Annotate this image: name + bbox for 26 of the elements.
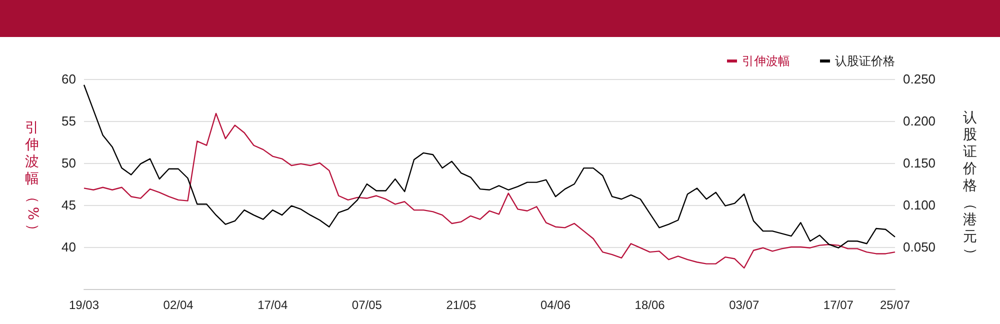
y2-tick-label: 0.150 — [903, 156, 936, 170]
x-tick-label: 21/05 — [446, 298, 477, 312]
x-tick-label: 04/06 — [540, 298, 571, 312]
legend-label: 引伸波幅 — [742, 54, 790, 68]
x-tick-label: 25/07 — [880, 298, 910, 312]
line-series — [83, 112, 896, 269]
y-tick-label: 55 — [62, 114, 76, 128]
y2-tick-label: 0.050 — [903, 240, 936, 254]
y-tick-label: 40 — [62, 240, 76, 254]
x-tick-label: 07/05 — [352, 298, 382, 312]
x-tick-label: 19/03 — [68, 298, 100, 312]
x-tick-label: 03/07 — [729, 298, 760, 312]
y-tick-label: 60 — [62, 72, 76, 86]
x-tick-label: 02/04 — [163, 298, 194, 312]
y2-tick-label: 0.250 — [903, 72, 936, 86]
y-tick-label: 45 — [62, 198, 76, 212]
y2-tick-label: 0.200 — [903, 114, 936, 128]
text: 认股证价格（港元） — [962, 110, 978, 262]
x-tick-label: 17/07 — [823, 298, 854, 312]
legend-label: 认股证价格 — [835, 54, 895, 68]
x-tick-label: 18/06 — [634, 298, 666, 312]
y-axis-title: 引伸波幅（%） — [24, 120, 42, 240]
x-tick-label: 17/04 — [258, 298, 288, 312]
line-series — [83, 84, 896, 248]
y2-tick-label: 0.100 — [903, 198, 936, 212]
y-tick-label: 50 — [62, 156, 76, 170]
